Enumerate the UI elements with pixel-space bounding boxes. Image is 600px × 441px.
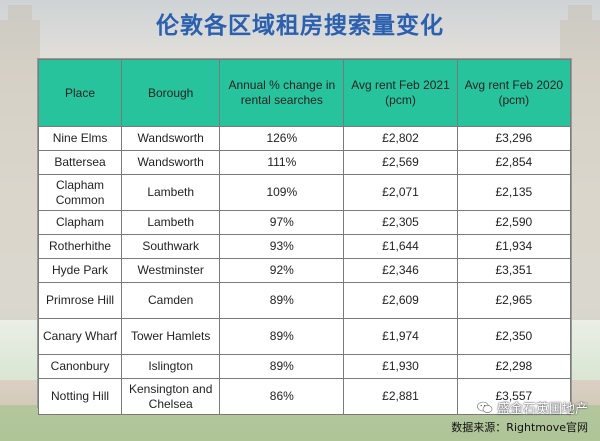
cell-borough: Islington [121, 354, 221, 379]
cell-rent-2020: £2,298 [456, 354, 572, 379]
cell-rent-2021: £2,071 [343, 174, 458, 211]
cell-place: Battersea [37, 150, 123, 175]
cell-borough: Tower Hamlets [121, 318, 221, 355]
table-row: Hyde Park Westminster 92% £2,346 £3,351 [37, 258, 572, 283]
cell-rent-2021: £2,569 [343, 150, 458, 175]
cell-rent-2020: £3,351 [456, 258, 572, 283]
cell-borough: Lambeth [121, 210, 221, 235]
cell-rent-2021: £2,609 [343, 282, 458, 319]
cell-rent-2021: £1,974 [343, 318, 458, 355]
cell-place: Canonbury [37, 354, 123, 379]
cell-rent-2020: £2,350 [456, 318, 572, 355]
cell-borough: Southwark [121, 234, 221, 259]
cell-change: 89% [219, 318, 345, 355]
table-row: Canary Wharf Tower Hamlets 89% £1,974 £2… [37, 318, 572, 355]
table-row: Clapham Lambeth 97% £2,305 £2,590 [37, 210, 572, 235]
table-row: Nine Elms Wandsworth 126% £2,802 £3,296 [37, 126, 572, 151]
table-row: Notting Hill Kensington and Chelsea 86% … [37, 378, 572, 415]
header-rent-2021: Avg rent Feb 2021 (pcm) [343, 59, 458, 127]
cell-borough: Camden [121, 282, 221, 319]
cell-borough: Westminster [121, 258, 221, 283]
cell-borough: Kensington and Chelsea [121, 378, 221, 415]
cell-change: 89% [219, 354, 345, 379]
cell-borough: Wandsworth [121, 150, 221, 175]
table-row: Primrose Hill Camden 89% £2,609 £2,965 [37, 282, 572, 319]
cell-change: 89% [219, 282, 345, 319]
cell-rent-2020: £2,590 [456, 210, 572, 235]
cell-rent-2021: £2,305 [343, 210, 458, 235]
brand-name: 盛金石英国地产 [496, 402, 588, 417]
cell-rent-2021: £2,881 [343, 378, 458, 415]
table-row: Clapham Common Lambeth 109% £2,071 £2,13… [37, 174, 572, 211]
cell-rent-2020: £2,965 [456, 282, 572, 319]
rent-table-container: Place Borough Annual % change in rental … [37, 58, 572, 415]
cell-rent-2021: £2,346 [343, 258, 458, 283]
cell-rent-2020: £2,854 [456, 150, 572, 175]
header-place: Place [37, 59, 123, 127]
cell-rent-2020: £3,557 [456, 378, 572, 415]
cell-rent-2020: £3,296 [456, 126, 572, 151]
cell-change: 97% [219, 210, 345, 235]
cell-borough: Wandsworth [121, 126, 221, 151]
footer: 盛金石英国地产 数据来源：Rightmove官网 [451, 398, 588, 435]
table-row: Canonbury Islington 89% £1,930 £2,298 [37, 354, 572, 379]
cell-rent-2021: £1,930 [343, 354, 458, 379]
cell-rent-2021: £2,802 [343, 126, 458, 151]
page-title: 伦敦各区域租房搜索量变化 [156, 13, 444, 39]
cell-place: Clapham Common [37, 174, 123, 211]
cell-change: 93% [219, 234, 345, 259]
rent-table: Place Borough Annual % change in rental … [37, 59, 572, 415]
cell-borough: Lambeth [121, 174, 221, 211]
cell-place: Hyde Park [37, 258, 123, 283]
cell-rent-2021: £1,644 [343, 234, 458, 259]
cell-place: Rotherhithe [37, 234, 123, 259]
cell-change: 86% [219, 378, 345, 415]
cell-change: 126% [219, 126, 345, 151]
wechat-icon [477, 401, 493, 413]
table-header-row: Place Borough Annual % change in rental … [37, 59, 572, 127]
cell-place: Primrose Hill [37, 282, 123, 319]
data-source: 数据来源：Rightmove官网 [451, 421, 588, 434]
cell-place: Canary Wharf [37, 318, 123, 355]
table-row: Battersea Wandsworth 111% £2,569 £2,854 [37, 150, 572, 175]
cell-change: 92% [219, 258, 345, 283]
cell-place: Nine Elms [37, 126, 123, 151]
header-borough: Borough [121, 59, 221, 127]
table-row: Rotherhithe Southwark 93% £1,644 £1,934 [37, 234, 572, 259]
header-rent-2020: Avg rent Feb 2020 (pcm) [456, 59, 572, 127]
cell-place: Clapham [37, 210, 123, 235]
cell-rent-2020: £2,135 [456, 174, 572, 211]
header-annual-change: Annual % change in rental searches [219, 59, 345, 127]
cell-rent-2020: £1,934 [456, 234, 572, 259]
cell-change: 109% [219, 174, 345, 211]
cell-change: 111% [219, 150, 345, 175]
cell-place: Notting Hill [37, 378, 123, 415]
brand-line: 盛金石英国地产 [451, 398, 588, 417]
